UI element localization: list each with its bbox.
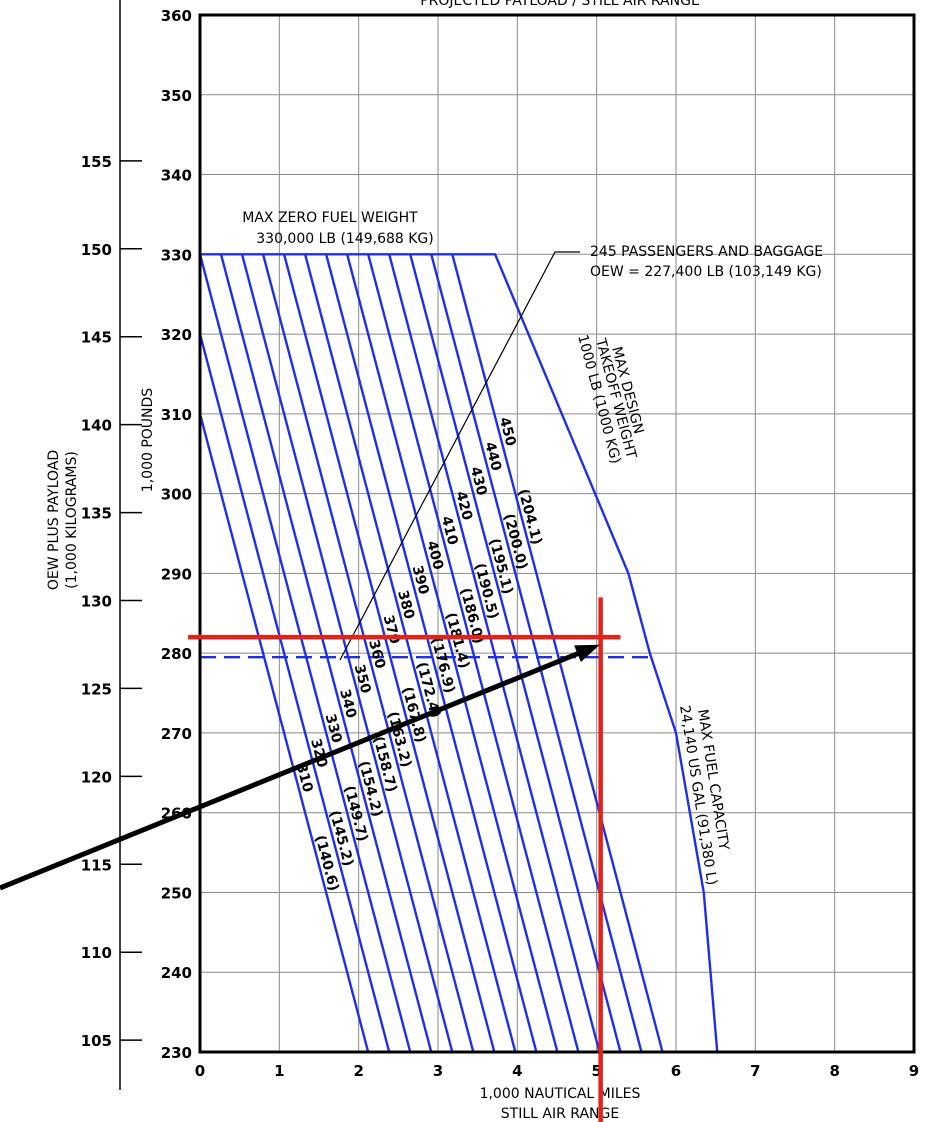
grid	[200, 15, 914, 1052]
x-tick-label: 5	[591, 1062, 601, 1080]
y-tick-label-lb: 350	[161, 87, 192, 105]
x-tick-label: 8	[829, 1062, 839, 1080]
takeoff-line-360	[261, 254, 475, 1052]
takeoff-line-330	[200, 254, 412, 1052]
takeoff-line-420	[388, 254, 601, 1052]
x-tick-label: 7	[750, 1062, 760, 1080]
takeoff-line-label-lb: 380	[394, 589, 417, 622]
highlight-lines	[0, 597, 621, 1122]
y-tick-label-kg: 110	[81, 944, 112, 962]
envelope-boundary	[200, 253, 719, 1052]
takeoff-line-label-lb: 440	[481, 440, 504, 473]
takeoff-line-350	[240, 254, 454, 1052]
takeoff-line-label-lb: 310	[293, 762, 316, 795]
takeoff-line-label-lb: 400	[423, 539, 446, 572]
mzfw-value: 330,000 LB (149,688 KG)	[256, 231, 434, 247]
x-tick-label: 6	[671, 1062, 681, 1080]
y-tick-label-lb: 320	[161, 326, 192, 344]
y-tick-label-lb: 360	[161, 7, 192, 25]
y-tick-label-lb: 270	[161, 725, 192, 743]
x-tick-label: 9	[909, 1062, 919, 1080]
y-tick-label-kg: 140	[81, 417, 112, 435]
takeoff-line-410	[367, 254, 580, 1052]
y-tick-label-lb: 290	[161, 565, 192, 583]
takeoff-line-380	[303, 254, 517, 1052]
takeoff-line-label-lb: 420	[452, 490, 475, 523]
takeoff-line-label-lb: 390	[409, 564, 432, 597]
y-tick-label-lb: 230	[161, 1044, 192, 1062]
y-tick-label-lb: 300	[161, 486, 192, 504]
y-tick-label-kg: 105	[81, 1032, 112, 1050]
y-axis-label-kg-2: (1,000 KILOGRAMS)	[64, 451, 80, 589]
y-tick-label-kg: 100	[81, 1120, 112, 1122]
x-axis-label: 1,000 NAUTICAL MILES	[480, 1086, 641, 1102]
takeoff-line-label-lb: 360	[365, 638, 388, 671]
y-tick-label-kg: 130	[81, 593, 112, 611]
y-tick-label-lb: 340	[161, 167, 192, 185]
pointer-arrow	[0, 646, 590, 891]
x-tick-label: 4	[512, 1062, 522, 1080]
chart-header-clipped: PROJECTED PAYLOAD / STILL AIR RANGE	[420, 0, 700, 9]
takeoff-line-400	[346, 254, 559, 1052]
x-tick-label: 3	[433, 1062, 443, 1080]
y-tick-label-kg: 135	[81, 505, 112, 523]
line-labels: 310(140.6)320(145.2)330(149.7)340(154.2)…	[293, 416, 545, 893]
takeoff-line-340	[219, 254, 433, 1052]
y-axis-label-lb: 1,000 POUNDS	[140, 388, 156, 492]
y-tick-label-kg: 155	[81, 153, 112, 171]
takeoff-line-label-lb: 430	[467, 465, 490, 498]
passengers-label: 245 PASSENGERS AND BAGGAGE	[590, 244, 823, 260]
takeoff-weight-lines	[200, 253, 719, 1052]
x-tick-label: 1	[274, 1062, 284, 1080]
takeoff-line-440	[430, 254, 643, 1052]
passengers-leader-line	[339, 251, 580, 661]
takeoff-line-310	[200, 413, 370, 1052]
y-tick-label-kg: 120	[81, 768, 112, 786]
takeoff-line-label-lb: 330	[322, 712, 345, 745]
y-tick-label-kg: 150	[81, 241, 112, 259]
x-tick-label: 2	[353, 1062, 363, 1080]
plot-frame	[198, 13, 916, 1054]
annotations: MAX ZERO FUEL WEIGHT 330,000 LB (149,688 …	[242, 210, 823, 886]
y-tick-label-lb: 330	[161, 246, 192, 264]
x-tick-label: 0	[195, 1062, 205, 1080]
takeoff-line-430	[409, 254, 622, 1052]
y-tick-label-lb: 280	[161, 645, 192, 663]
takeoff-line-label-lb: 350	[351, 663, 374, 696]
takeoff-line-label-lb: 450	[496, 416, 519, 449]
takeoff-line-390	[324, 254, 538, 1052]
axes: 0 1 2 3 4 5 6 7 8 9230240250260270280290300310320…	[46, 0, 919, 1122]
y-tick-label-kg: 125	[81, 680, 112, 698]
takeoff-line-label-lb: 410	[438, 514, 461, 547]
y-tick-label-lb: 250	[161, 884, 192, 902]
y-tick-label-kg: 145	[81, 329, 112, 347]
y-axis-label-kg: OEW PLUS PAYLOAD	[46, 450, 62, 590]
y-tick-label-lb: 240	[161, 964, 192, 982]
takeoff-line-370	[282, 254, 496, 1052]
takeoff-line-320	[200, 333, 391, 1052]
y-tick-label-lb: 310	[161, 406, 192, 424]
x-axis-label-2: STILL AIR RANGE	[501, 1106, 619, 1122]
passengers-oew-value: OEW = 227,400 LB (103,149 KG)	[590, 264, 822, 280]
mzfw-label: MAX ZERO FUEL WEIGHT	[242, 210, 418, 226]
takeoff-line-label-lb: 340	[336, 688, 359, 721]
takeoff-line-label-lb: 370	[380, 613, 403, 646]
takeoff-line-450	[451, 254, 664, 1052]
y-tick-label-kg: 115	[81, 856, 112, 874]
pointer-arrowhead	[574, 644, 600, 663]
